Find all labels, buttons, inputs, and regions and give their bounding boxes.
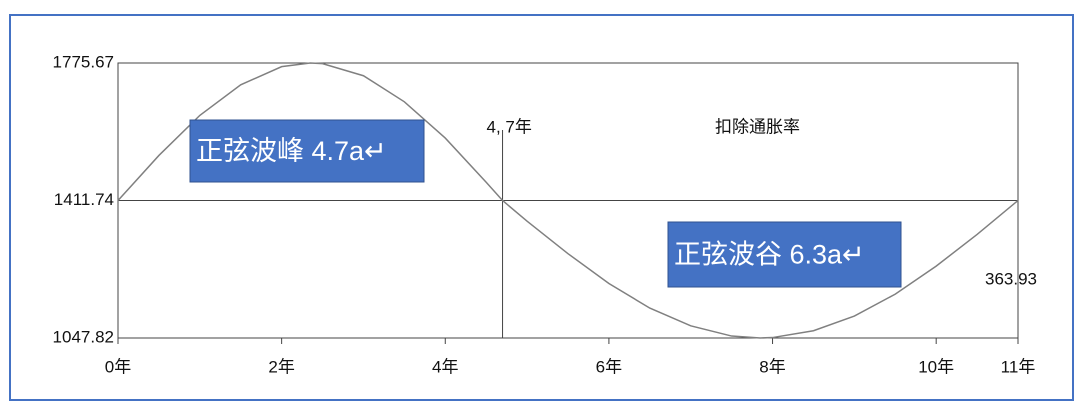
box-label: 正弦波谷 6.3a↵	[674, 240, 865, 270]
frame	[9, 14, 1074, 401]
x-tick-label: 4年	[432, 357, 458, 376]
y-tick-label: 1411.74	[54, 190, 114, 209]
label-box	[189, 119, 425, 183]
y-tick-label: 1047.82	[53, 327, 114, 346]
marker-label: 4, 7年	[487, 117, 532, 136]
x-tick-label: 0年	[105, 357, 131, 376]
sine-line	[117, 62, 1019, 339]
annotation: 363.93	[985, 269, 1037, 288]
box-label: 正弦波峰 4.7a↵	[196, 136, 387, 166]
x-tick-label: 6年	[596, 357, 622, 376]
x-tick-label: 2年	[268, 357, 294, 376]
y-tick-label: 1775.67	[53, 52, 114, 71]
label-box	[667, 221, 902, 288]
x-tick-label: 10年	[918, 357, 954, 376]
x-tick-label: 8年	[759, 357, 785, 376]
x-tick-label: 11年	[1001, 357, 1036, 376]
annotation: 扣除通胀率	[715, 117, 800, 136]
